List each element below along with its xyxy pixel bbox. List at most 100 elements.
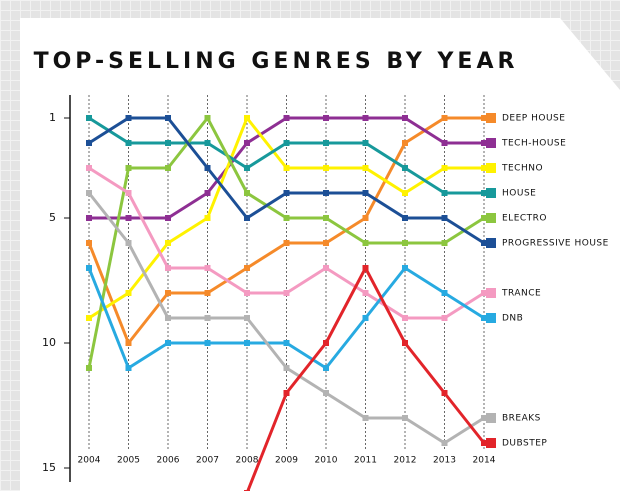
point: [204, 140, 211, 146]
point: [481, 140, 487, 146]
point: [204, 165, 211, 171]
point: [323, 115, 329, 121]
point: [441, 315, 448, 321]
chart-title: TOP-SELLING GENRES BY YEAR: [34, 49, 519, 74]
legend-swatch: [486, 113, 496, 123]
legend-swatch: [486, 238, 496, 248]
point: [362, 190, 369, 196]
point: [362, 240, 369, 246]
point: [165, 240, 171, 246]
x-tick-label: 2007: [196, 456, 219, 466]
y-tick-label: 5: [49, 211, 56, 224]
point: [165, 140, 171, 146]
point: [125, 165, 132, 171]
x-tick-label: 2014: [473, 456, 496, 466]
point: [323, 140, 329, 146]
point: [481, 215, 487, 221]
point: [481, 315, 487, 321]
x-tick-label: 2005: [117, 456, 140, 466]
point: [441, 240, 448, 246]
point: [402, 240, 408, 246]
legend-label: TRANCE: [501, 289, 541, 299]
point: [362, 140, 369, 146]
point: [481, 165, 487, 171]
point: [402, 415, 408, 421]
x-tick-label: 2008: [236, 456, 259, 466]
point: [86, 365, 92, 371]
point: [323, 215, 329, 221]
point: [204, 215, 211, 221]
point: [125, 340, 132, 346]
y-tick-label: 1: [49, 111, 56, 124]
point: [441, 115, 448, 121]
point: [165, 315, 171, 321]
point: [441, 290, 448, 296]
legend-swatch: [486, 138, 496, 148]
point: [244, 315, 250, 321]
point: [362, 290, 369, 296]
x-tick-label: 2010: [315, 456, 338, 466]
point: [441, 140, 448, 146]
x-tick-label: 2004: [78, 456, 101, 466]
point: [244, 340, 250, 346]
paper: [20, 18, 620, 491]
point: [165, 115, 171, 121]
point: [244, 140, 250, 146]
point: [362, 315, 369, 321]
point: [481, 190, 487, 196]
point: [402, 315, 408, 321]
point: [283, 165, 290, 171]
legend-label: TECHNO: [501, 164, 543, 174]
point: [165, 165, 171, 171]
point: [362, 215, 369, 221]
y-tick-label: 10: [42, 336, 56, 349]
point: [283, 115, 290, 121]
legend-label: DNB: [502, 314, 523, 324]
point: [283, 365, 290, 371]
point: [165, 265, 171, 271]
point: [86, 190, 92, 196]
point: [125, 115, 132, 121]
point: [86, 240, 92, 246]
legend-label: TECH-HOUSE: [501, 139, 566, 149]
legend-label: BREAKS: [502, 414, 541, 424]
point: [402, 115, 408, 121]
x-tick-label: 2006: [157, 456, 180, 466]
point: [244, 290, 250, 296]
point: [283, 215, 290, 221]
point: [165, 215, 171, 221]
legend-label: DUBSTEP: [502, 439, 547, 449]
point: [362, 265, 369, 271]
point: [481, 290, 487, 296]
point: [283, 340, 290, 346]
point: [125, 365, 132, 371]
point: [481, 115, 487, 121]
legend-swatch: [486, 163, 496, 173]
point: [283, 390, 290, 396]
point: [86, 115, 92, 121]
point: [402, 165, 408, 171]
point: [204, 265, 211, 271]
point: [244, 190, 250, 196]
point: [165, 340, 171, 346]
legend-swatch: [486, 213, 496, 223]
legend-label: DEEP HOUSE: [502, 114, 565, 124]
point: [283, 290, 290, 296]
point: [86, 140, 92, 146]
point: [283, 240, 290, 246]
point: [362, 415, 369, 421]
point: [323, 240, 329, 246]
point: [125, 240, 132, 246]
point: [481, 440, 487, 446]
point: [323, 165, 329, 171]
point: [204, 290, 211, 296]
point: [204, 190, 211, 196]
point: [441, 440, 448, 446]
point: [125, 215, 132, 221]
point: [204, 340, 211, 346]
point: [441, 165, 448, 171]
point: [86, 265, 92, 271]
point: [402, 215, 408, 221]
